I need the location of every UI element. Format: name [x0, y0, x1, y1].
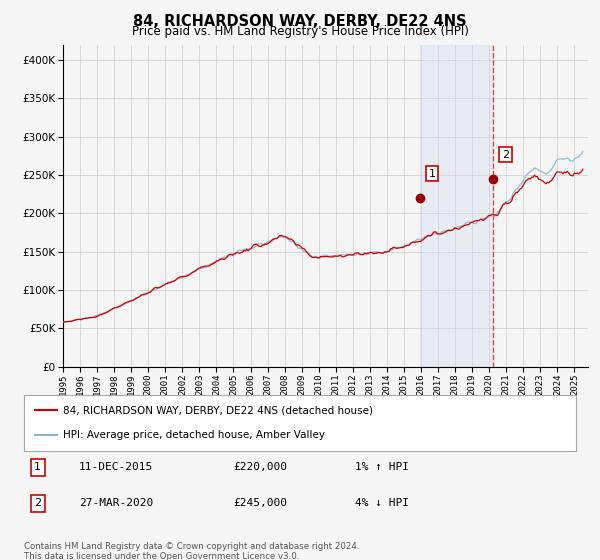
Text: £245,000: £245,000: [234, 498, 288, 508]
Text: 1% ↑ HPI: 1% ↑ HPI: [355, 462, 409, 472]
Text: 11-DEC-2015: 11-DEC-2015: [79, 462, 154, 472]
Text: HPI: Average price, detached house, Amber Valley: HPI: Average price, detached house, Ambe…: [62, 430, 325, 440]
Text: 2: 2: [502, 150, 509, 160]
Text: 84, RICHARDSON WAY, DERBY, DE22 4NS (detached house): 84, RICHARDSON WAY, DERBY, DE22 4NS (det…: [62, 405, 373, 416]
Text: 2: 2: [34, 498, 41, 508]
Text: 4% ↓ HPI: 4% ↓ HPI: [355, 498, 409, 508]
Text: 1: 1: [34, 462, 41, 472]
Text: 84, RICHARDSON WAY, DERBY, DE22 4NS: 84, RICHARDSON WAY, DERBY, DE22 4NS: [133, 14, 467, 29]
Text: 1: 1: [428, 169, 436, 179]
Bar: [420, 45, 493, 367]
Text: £220,000: £220,000: [234, 462, 288, 472]
Text: 27-MAR-2020: 27-MAR-2020: [79, 498, 154, 508]
Text: Contains HM Land Registry data © Crown copyright and database right 2024.
This d: Contains HM Land Registry data © Crown c…: [24, 542, 359, 560]
Text: Price paid vs. HM Land Registry's House Price Index (HPI): Price paid vs. HM Land Registry's House …: [131, 25, 469, 38]
